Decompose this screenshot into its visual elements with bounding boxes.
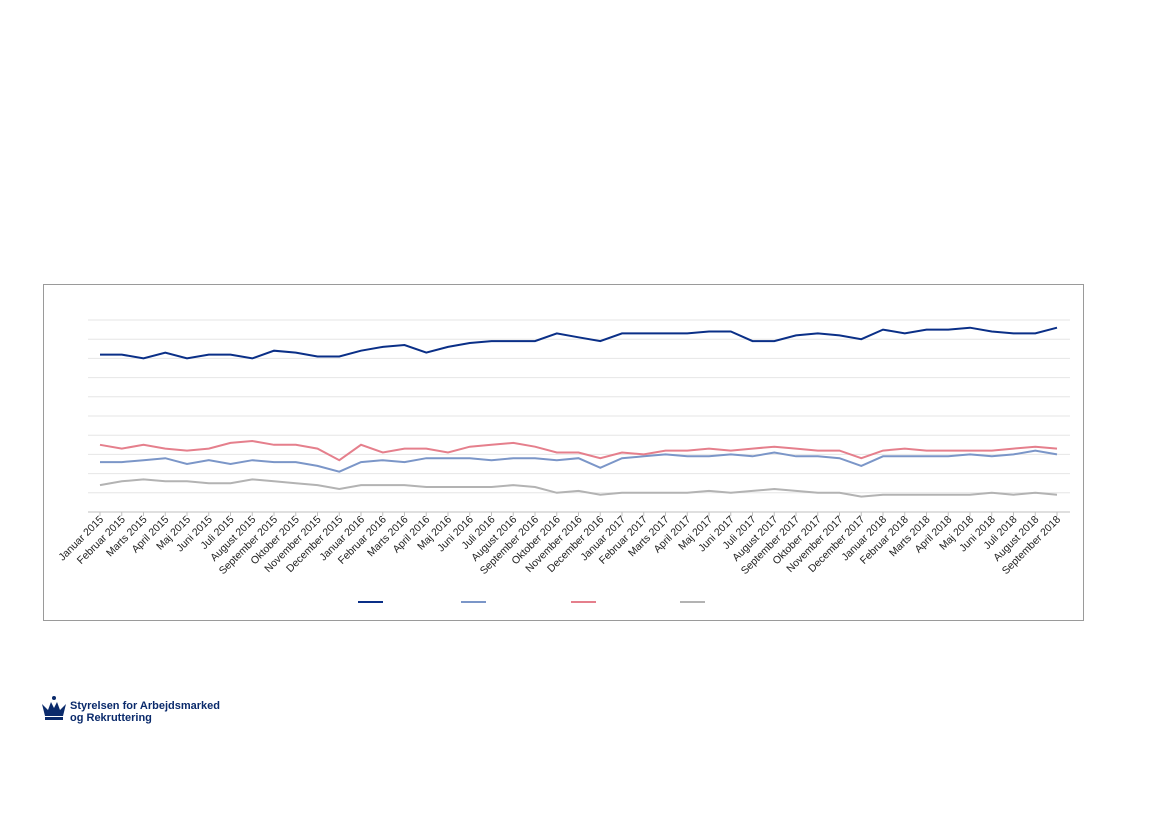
logo-crown	[42, 696, 66, 720]
logo-text: og Rekruttering	[70, 712, 152, 724]
series-line	[100, 326, 1058, 360]
series-line	[100, 449, 1058, 473]
logo-text: Styrelsen for Arbejdsmarked	[70, 700, 220, 712]
series-line	[99, 478, 1058, 498]
series-line	[99, 439, 1058, 462]
logo: Styrelsen for Arbejdsmarked og Rekrutter…	[42, 696, 220, 724]
